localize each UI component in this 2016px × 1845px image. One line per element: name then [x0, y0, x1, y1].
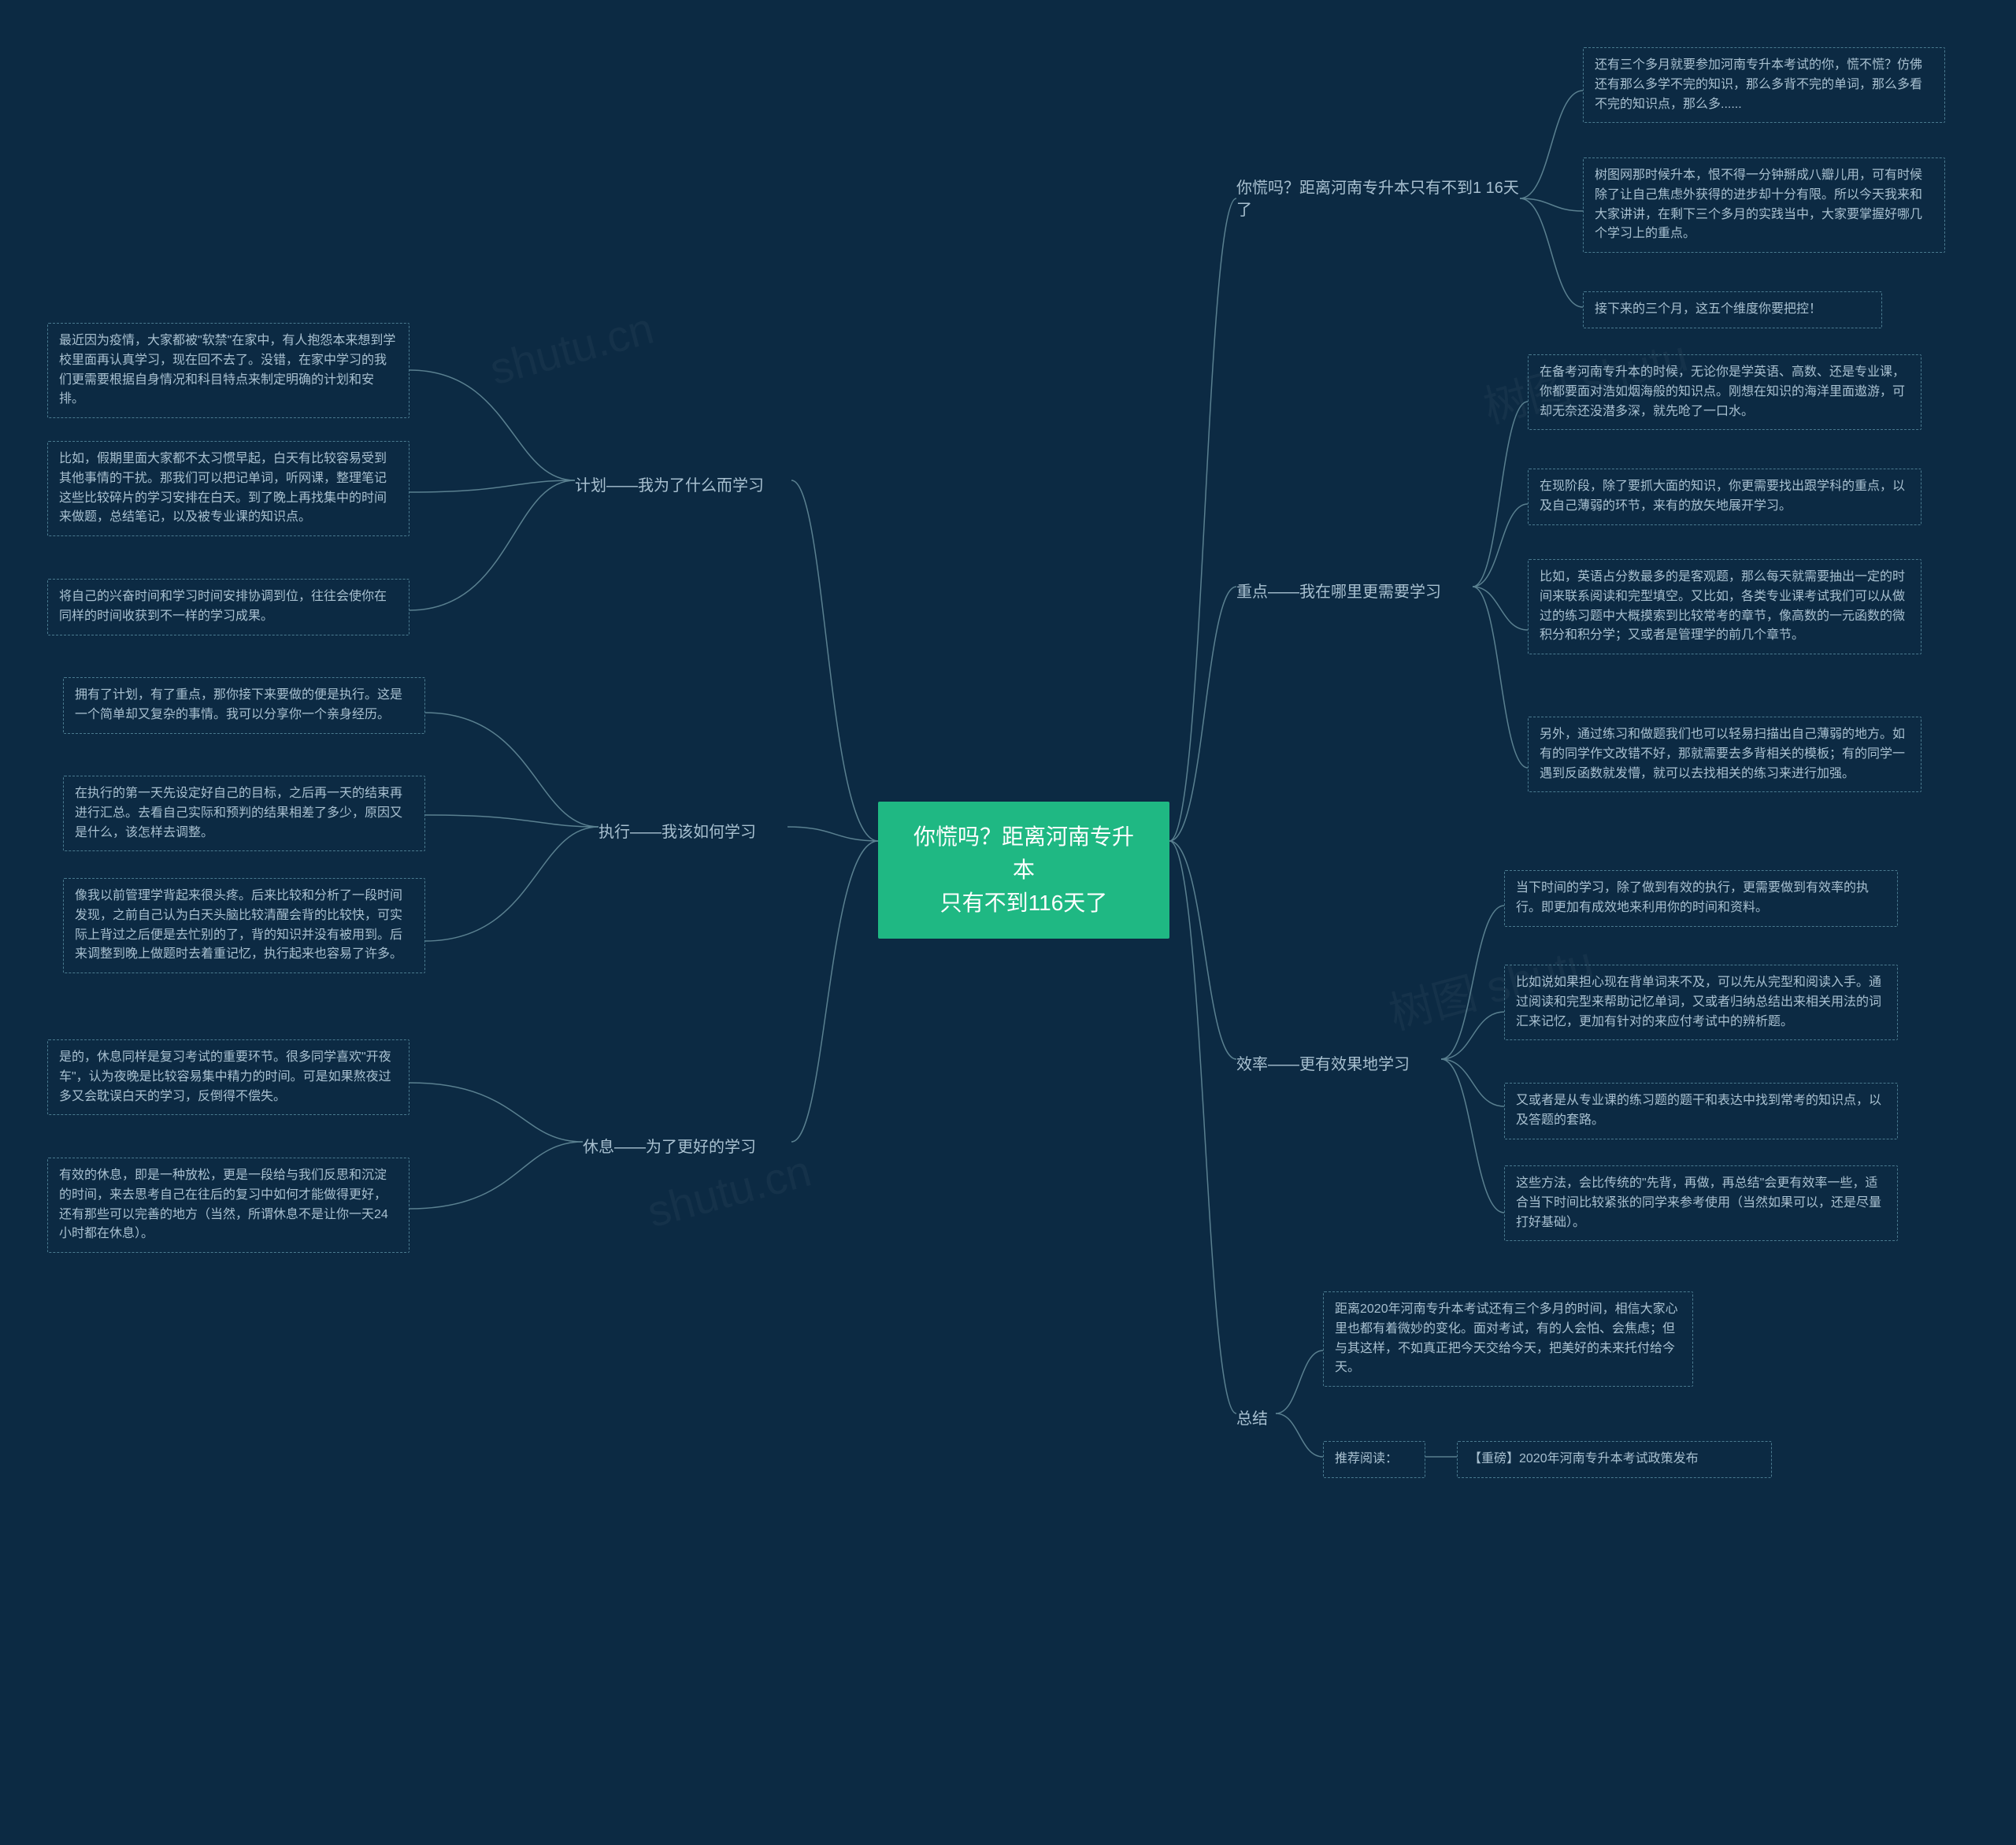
branch-rest: 休息——为了更好的学习: [583, 1134, 756, 1157]
leaf-exec-1: 在执行的第一天先设定好自己的目标，之后再一天的结束再进行汇总。去看自己实际和预判…: [63, 776, 425, 851]
leaf-eff-3: 这些方法，会比传统的"先背，再做，再总结"会更有效率一些，适合当下时间比较紧张的…: [1504, 1165, 1898, 1241]
leaf-sum-1b: 【重磅】2020年河南专升本考试政策发布: [1457, 1441, 1772, 1478]
leaf-eff-2: 又或者是从专业课的练习题的题干和表达中找到常考的知识点，以及答题的套路。: [1504, 1083, 1898, 1139]
branch-plan: 计划——我为了什么而学习: [575, 472, 764, 495]
leaf-sum-1: 推荐阅读：: [1323, 1441, 1425, 1478]
leaf-eff-0: 当下时间的学习，除了做到有效的执行，更需要做到有效率的执行。即更加有成效地来利用…: [1504, 870, 1898, 927]
center-line2: 只有不到116天了: [940, 891, 1108, 915]
branch-focus: 重点——我在哪里更需要学习: [1236, 579, 1441, 602]
leaf-focus-3: 另外，通过练习和做题我们也可以轻易扫描出自己薄弱的地方。如有的同学作文改错不好，…: [1528, 717, 1922, 792]
branch-efficiency: 效率——更有效果地学习: [1236, 1051, 1410, 1074]
leaf-rest-1: 有效的休息，即是一种放松，更是一段给与我们反思和沉淀的时间，来去思考自己在往后的…: [47, 1158, 410, 1253]
leaf-sum-0: 距离2020年河南专升本考试还有三个多月的时间，相信大家心里也都有着微妙的变化。…: [1323, 1291, 1693, 1387]
leaf-focus-2: 比如，英语占分数最多的是客观题，那么每天就需要抽出一定的时间来联系阅读和完型填空…: [1528, 559, 1922, 654]
leaf-plan-2: 将自己的兴奋时间和学习时间安排协调到位，往往会使你在同样的时间收获到不一样的学习…: [47, 579, 410, 635]
watermark: shutu.cn: [642, 1145, 816, 1238]
branch-execute: 执行——我该如何学习: [598, 819, 756, 842]
center-line1: 你慌吗？距离河南专升本: [914, 824, 1134, 882]
leaf-plan-1: 比如，假期里面大家都不太习惯早起，白天有比较容易受到其他事情的干扰。那我们可以把…: [47, 441, 410, 536]
center-node: 你慌吗？距离河南专升本 只有不到116天了: [878, 802, 1169, 939]
leaf-plan-0: 最近因为疫情，大家都被"软禁"在家中，有人抱怨本来想到学校里面再认真学习，现在回…: [47, 323, 410, 418]
leaf-exec-2: 像我以前管理学背起来很头疼。后来比较和分析了一段时间发现，之前自己认为白天头脑比…: [63, 878, 425, 973]
leaf-intro-2: 接下来的三个月，这五个维度你要把控！: [1583, 291, 1882, 328]
branch-intro-text: 你慌吗？距离河南专升本只有不到1 16天了: [1236, 180, 1519, 219]
leaf-focus-1: 在现阶段，除了要抓大面的知识，你更需要找出跟学科的重点，以及自己薄弱的环节，来有…: [1528, 469, 1922, 525]
leaf-intro-0: 还有三个多月就要参加河南专升本考试的你，慌不慌？仿佛还有那么多学不完的知识，那么…: [1583, 47, 1945, 123]
branch-intro: 你慌吗？距离河南专升本只有不到1 16天了: [1236, 177, 1520, 221]
branch-summary: 总结: [1236, 1406, 1268, 1428]
leaf-eff-1: 比如说如果担心现在背单词来不及，可以先从完型和阅读入手。通过阅读和完型来帮助记忆…: [1504, 965, 1898, 1040]
leaf-focus-0: 在备考河南专升本的时候，无论你是学英语、高数、还是专业课，你都要面对浩如烟海般的…: [1528, 354, 1922, 430]
leaf-rest-0: 是的，休息同样是复习考试的重要环节。很多同学喜欢"开夜车"，认为夜晚是比较容易集…: [47, 1039, 410, 1115]
leaf-intro-1: 树图网那时候升本，恨不得一分钟掰成八瓣儿用，可有时候除了让自己焦虑外获得的进步却…: [1583, 157, 1945, 253]
watermark: shutu.cn: [484, 302, 658, 395]
leaf-exec-0: 拥有了计划，有了重点，那你接下来要做的便是执行。这是一个简单却又复杂的事情。我可…: [63, 677, 425, 734]
